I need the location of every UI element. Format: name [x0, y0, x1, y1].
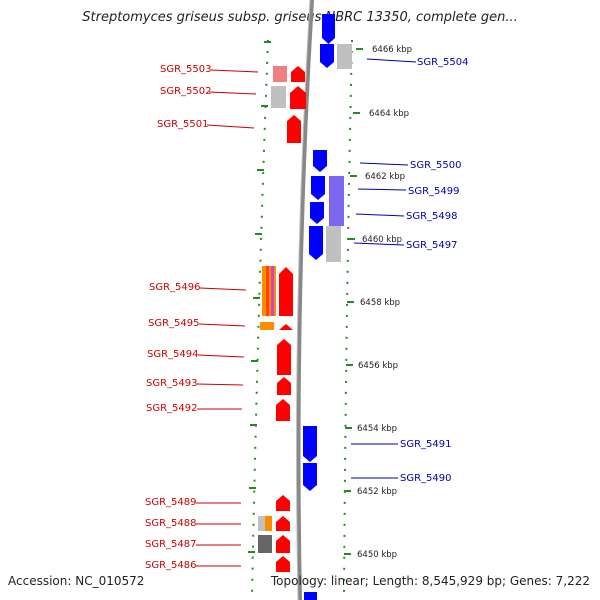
- gene-arrow-sgr-5501[interactable]: [287, 115, 301, 143]
- gene-label-sgr-5504[interactable]: SGR_5504: [417, 57, 469, 68]
- kbp-label: 6464 kbp: [369, 109, 409, 119]
- gene-arrow-sgr-5488[interactable]: [276, 516, 290, 531]
- gene-arrow-sgr-5500[interactable]: [313, 150, 327, 172]
- right-major-ticks: [344, 48, 363, 555]
- gene-label-sgr-5501[interactable]: SGR_5501: [157, 119, 209, 130]
- left-gene-labels: SGR_5503 SGR_5502 SGR_5501 SGR_5496 SGR_…: [145, 64, 259, 571]
- gene-arrow-sgr-5489[interactable]: [276, 495, 290, 511]
- gene-block-sgr-5499[interactable]: [329, 176, 344, 226]
- gene-label-sgr-5497[interactable]: SGR_5497: [406, 240, 458, 251]
- forward-genes: [258, 66, 306, 572]
- gene-arrow-sgr-5502[interactable]: [290, 86, 306, 109]
- gene-arrow-sgr-5503[interactable]: [273, 66, 287, 82]
- gene-label-sgr-5493[interactable]: SGR_5493: [146, 378, 198, 389]
- gene-label-sgr-5490[interactable]: SGR_5490: [400, 473, 452, 484]
- topology-text: Topology: linear; Length: 8,545,929 bp; …: [270, 574, 590, 588]
- gene-label-sgr-5487[interactable]: SGR_5487: [145, 539, 197, 550]
- map-title: Streptomyces griseus subsp. griseus NBRC…: [82, 10, 518, 25]
- gene-label-sgr-5489[interactable]: SGR_5489: [145, 497, 197, 508]
- kbp-label: 6454 kbp: [357, 424, 397, 434]
- genome-backbone: [296, 0, 314, 600]
- gene-label-sgr-5498[interactable]: SGR_5498: [406, 211, 458, 222]
- kbp-label: 6462 kbp: [365, 172, 405, 182]
- gene-arrow-sgr-5493[interactable]: [277, 377, 291, 395]
- gene-arrow-sgr-5486[interactable]: [276, 556, 290, 572]
- kbp-label: 6460 kbp: [362, 235, 402, 245]
- gene-arrow-sgr-5487[interactable]: [276, 535, 290, 553]
- left-major-ticks: [248, 41, 271, 553]
- gene-label-sgr-5495[interactable]: SGR_5495: [148, 318, 200, 329]
- gene-label-sgr-5488[interactable]: SGR_5488: [145, 518, 197, 529]
- kbp-label: 6458 kbp: [360, 298, 400, 308]
- kbp-label: 6452 kbp: [357, 487, 397, 497]
- reverse-genes: [303, 14, 352, 600]
- gene-label-sgr-5496[interactable]: SGR_5496: [149, 282, 201, 293]
- gene-label-sgr-5486[interactable]: SGR_5486: [145, 560, 197, 571]
- kbp-labels: 6466 kbp 6464 kbp 6462 kbp 6460 kbp 6458…: [357, 45, 412, 560]
- gene-arrow-sgr-5505[interactable]: [322, 14, 335, 44]
- kbp-label: 6466 kbp: [372, 45, 412, 55]
- gene-arrow-sgr-5504[interactable]: [320, 44, 334, 68]
- kbp-label: 6456 kbp: [358, 361, 398, 371]
- gene-label-sgr-5494[interactable]: SGR_5494: [147, 349, 199, 360]
- gene-arrow-sgr-5495[interactable]: [279, 324, 293, 330]
- gene-arrow-sgr-5492[interactable]: [276, 399, 290, 421]
- gene-arrow-sgr-5491[interactable]: [303, 426, 317, 462]
- gene-label-sgr-5503[interactable]: SGR_5503: [160, 64, 212, 75]
- gene-arrow-sgr-5498[interactable]: [310, 202, 324, 224]
- left-scale-track: [251, 39, 269, 596]
- gene-arrow-sgr-5499[interactable]: [311, 176, 325, 200]
- gene-label-sgr-5500[interactable]: SGR_5500: [410, 160, 462, 171]
- gene-arrow-sgr-5490[interactable]: [303, 463, 317, 491]
- gene-arrow-sgr-5502[interactable]: [271, 86, 286, 108]
- right-scale-track: [343, 39, 353, 596]
- gene-arrow-sgr-5503[interactable]: [291, 66, 305, 82]
- gene-label-sgr-5502[interactable]: SGR_5502: [160, 86, 212, 97]
- gene-arrow-sgr-5496[interactable]: [279, 267, 293, 316]
- gene-label-sgr-5491[interactable]: SGR_5491: [400, 439, 452, 450]
- gene-label-sgr-5492[interactable]: SGR_5492: [146, 403, 198, 414]
- gene-arrow-sgr-5497[interactable]: [309, 226, 323, 260]
- gene-label-sgr-5499[interactable]: SGR_5499: [408, 186, 460, 197]
- gene-block-sgr-5495[interactable]: [260, 322, 274, 330]
- gene-arrow-sgr-5494[interactable]: [277, 339, 291, 375]
- gene-block-sgr-5487[interactable]: [258, 535, 272, 553]
- kbp-label: 6450 kbp: [357, 550, 397, 560]
- accession-text: Accession: NC_010572: [8, 574, 145, 588]
- right-gene-labels: SGR_5504 SGR_5500 SGR_5499 SGR_5498 SGR_…: [351, 57, 469, 484]
